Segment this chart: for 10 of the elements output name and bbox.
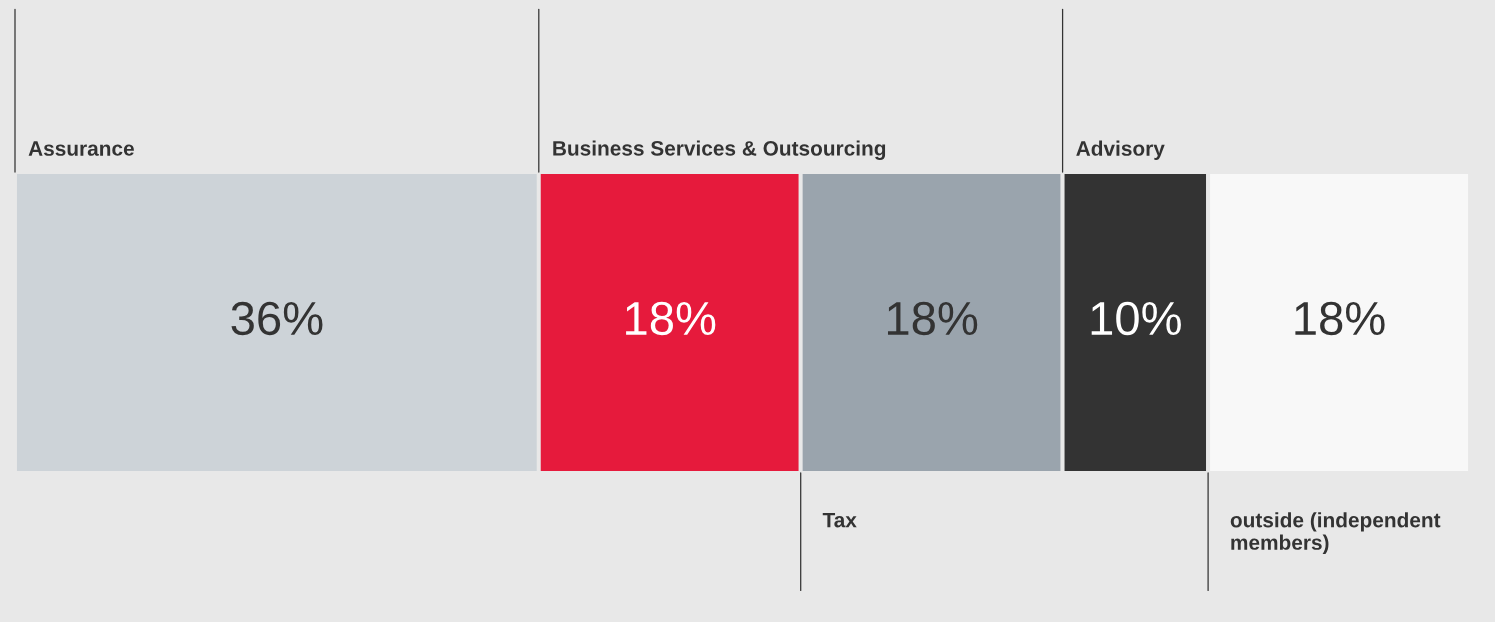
series-label: Advisory [1076,140,1165,160]
data-label: 18% [626,301,716,336]
series-label: outside (independent members) [1230,512,1441,554]
series-label: Tax [822,512,857,528]
data-label: 10% [1091,301,1181,336]
series-label: Business Services & Outsourcing [553,140,886,160]
data-label: 18% [1295,301,1385,336]
data-label: 18% [888,301,978,336]
data-label: 36% [231,301,323,336]
series-label: Assurance [28,141,134,156]
